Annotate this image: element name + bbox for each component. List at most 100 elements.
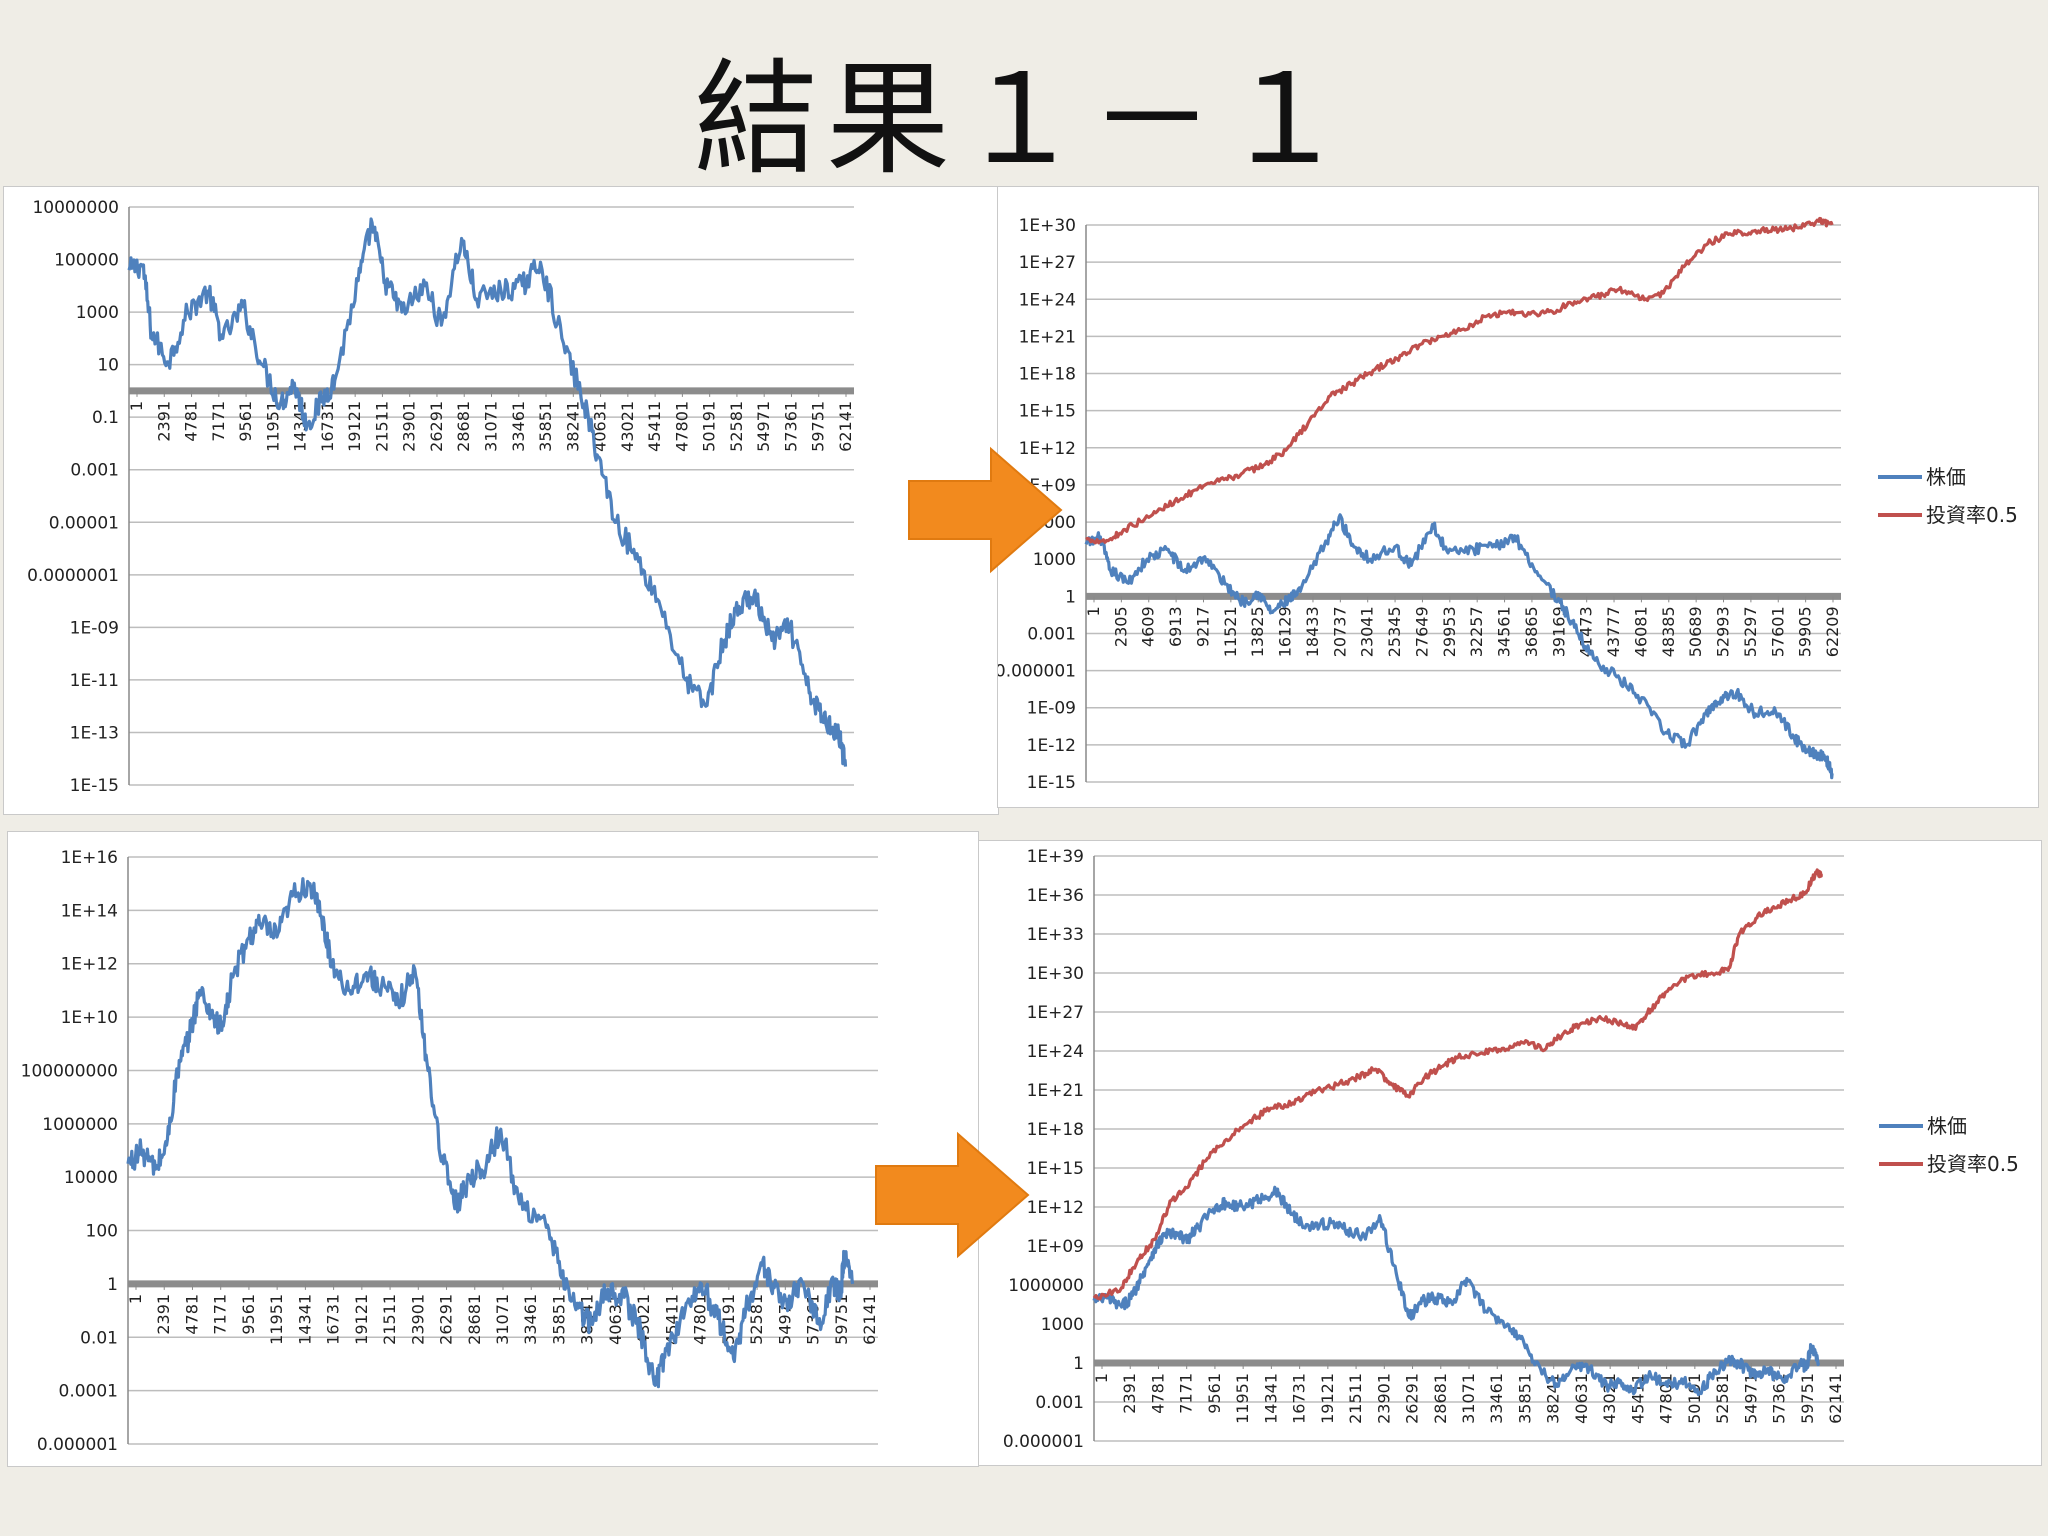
x-tick-label: 7171 xyxy=(211,1294,230,1335)
x-tick-label: 36865 xyxy=(1522,606,1541,657)
x-tick-label: 9561 xyxy=(1205,1373,1224,1414)
x-tick-label: 9217 xyxy=(1193,606,1212,647)
x-tick-label: 54971 xyxy=(754,401,773,452)
y-tick-label: 1 xyxy=(1065,587,1076,607)
y-tick-label: 0.001 xyxy=(70,461,119,481)
series-line-price xyxy=(1084,513,1834,780)
x-tick-label: 47801 xyxy=(672,401,691,452)
x-tick-label: 25345 xyxy=(1385,606,1404,657)
x-tick-label: 19121 xyxy=(1318,1373,1337,1424)
chart-bottom-left: 1E+161E+141E+121E+1010000000010000001000… xyxy=(21,848,879,1455)
y-tick-label: 10 xyxy=(97,356,119,376)
x-tick-label: 59751 xyxy=(1798,1373,1817,1424)
arrow-shape-bottom xyxy=(875,1131,1030,1259)
x-tick-label: 52581 xyxy=(747,1294,766,1345)
y-tick-label: 1E+18 xyxy=(1027,1120,1084,1140)
y-tick-label: 0.001 xyxy=(1027,624,1076,644)
x-tick-label: 9561 xyxy=(236,401,255,442)
x-tick-label: 40631 xyxy=(1572,1373,1591,1424)
y-tick-label: 1E+33 xyxy=(1027,925,1084,945)
y-tick-label: 0.0000001 xyxy=(27,566,119,586)
x-tick-label: 11951 xyxy=(1233,1373,1252,1424)
series-line-invest xyxy=(1085,216,1834,545)
y-tick-label: 1E+09 xyxy=(1027,1237,1084,1257)
x-tick-label: 13825 xyxy=(1248,606,1267,657)
x-tick-label: 54971 xyxy=(1741,1373,1760,1424)
y-tick-label: 1E+27 xyxy=(1019,253,1076,273)
x-tick-label: 43777 xyxy=(1604,606,1623,657)
arrow-shape-top xyxy=(908,446,1063,574)
y-tick-label: 1E-15 xyxy=(70,776,119,796)
x-tick-label: 50191 xyxy=(700,401,719,452)
y-tick-label: 1000 xyxy=(1033,550,1076,570)
x-tick-label: 27649 xyxy=(1412,606,1431,657)
y-tick-label: 1 xyxy=(107,1275,118,1295)
y-tick-label: 0.0001 xyxy=(59,1382,118,1402)
x-tick-label: 52993 xyxy=(1714,606,1733,657)
y-tick-label: 1E+14 xyxy=(61,901,118,921)
x-tick-label: 40631 xyxy=(606,1294,625,1345)
x-tick-label: 50689 xyxy=(1686,606,1705,657)
x-tick-label: 62141 xyxy=(860,1294,879,1345)
x-tick-label: 47801 xyxy=(691,1294,710,1345)
y-tick-label: 1E+16 xyxy=(61,848,118,868)
x-tick-label: 35851 xyxy=(1515,1373,1534,1424)
x-tick-label: 23901 xyxy=(1374,1373,1393,1424)
x-tick-label: 9561 xyxy=(239,1294,258,1335)
x-tick-label: 32257 xyxy=(1467,606,1486,657)
x-tick-label: 29953 xyxy=(1440,606,1459,657)
x-tick-label: 50191 xyxy=(1685,1373,1704,1424)
x-tick-label: 26291 xyxy=(427,401,446,452)
x-tick-label: 14341 xyxy=(1261,1373,1280,1424)
y-tick-label: 1E+15 xyxy=(1027,1159,1084,1179)
x-tick-label: 26291 xyxy=(437,1294,456,1345)
x-tick-label: 34561 xyxy=(1495,606,1514,657)
chart-top-left: 10000000 100000 1000 10 0.1 0.001 0.00001 0.000… xyxy=(27,198,855,796)
x-tick-label: 4781 xyxy=(1148,1373,1167,1414)
x-tick-label: 43021 xyxy=(618,401,637,452)
y-tick-label: 0.000001 xyxy=(1003,1432,1084,1452)
x-tick-label: 1 xyxy=(126,1294,145,1304)
series-line-price xyxy=(127,217,848,767)
y-tick-label: 100000 xyxy=(54,251,119,271)
legend-label-invest: 投資率0.5 xyxy=(1927,1152,2019,1176)
y-tick-label: 1E+24 xyxy=(1027,1042,1084,1062)
legend-label-price: 株価 xyxy=(1926,465,1966,489)
chart-panel-top-left: 10000000 100000 1000 10 0.1 0.001 0.00001 0.000… xyxy=(3,186,999,815)
x-tick-label: 39169 xyxy=(1549,606,1568,657)
y-tick-label: 1E+18 xyxy=(1019,365,1076,385)
x-tick-label: 2391 xyxy=(1120,1373,1139,1414)
chart-panel-bottom-right: 1E+39 1E+36 1E+33 1E+30 1E+27 1E+24 1E+21 1E+18… xyxy=(978,840,2042,1466)
y-tick-label: 1E+21 xyxy=(1027,1081,1084,1101)
x-tick-label: 11521 xyxy=(1221,606,1240,657)
x-tick-label: 11951 xyxy=(263,401,282,452)
x-tick-label: 50191 xyxy=(719,1294,738,1345)
x-tick-label: 28681 xyxy=(465,1294,484,1345)
x-tick-label: 16129 xyxy=(1276,606,1295,657)
x-tick-label: 16731 xyxy=(318,401,337,452)
x-tick-label: 21511 xyxy=(380,1294,399,1345)
x-tick-label: 59905 xyxy=(1796,606,1815,657)
x-tick-label: 16731 xyxy=(324,1294,343,1345)
x-tick-label: 57601 xyxy=(1768,606,1787,657)
x-tick-label: 62141 xyxy=(836,401,855,452)
y-tick-label: 1000 xyxy=(76,303,119,323)
x-tick-label: 57361 xyxy=(781,401,800,452)
chart-top-right: 1E+301E+271E+241E+211E+181E+151E+121E+09… xyxy=(998,216,2018,793)
x-tick-label: 46081 xyxy=(1631,606,1650,657)
x-tick-label: 55297 xyxy=(1741,606,1760,657)
y-tick-label: 1E+36 xyxy=(1027,886,1084,906)
y-tick-label: 1E+24 xyxy=(1019,290,1076,310)
x-tick-label: 57361 xyxy=(804,1294,823,1345)
y-tick-label: 1E-15 xyxy=(1027,773,1076,793)
x-tick-label: 6913 xyxy=(1166,606,1185,647)
x-tick-label: 48385 xyxy=(1659,606,1678,657)
x-tick-label: 14341 xyxy=(295,1294,314,1345)
x-tick-label: 33461 xyxy=(1487,1373,1506,1424)
y-tick-label: 1E+30 xyxy=(1019,216,1076,236)
x-tick-label: 23901 xyxy=(408,1294,427,1345)
x-tick-label: 31071 xyxy=(482,401,501,452)
y-tick-label: 1E+27 xyxy=(1027,1003,1084,1023)
x-tick-label: 21511 xyxy=(372,401,391,452)
x-tick-label: 57361 xyxy=(1770,1373,1789,1424)
